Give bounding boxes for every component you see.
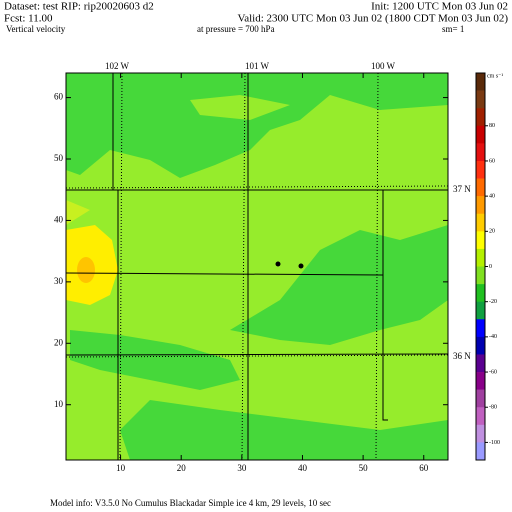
colorbar-band [476, 336, 485, 355]
station-dot [275, 261, 281, 267]
colorbar-tick-label: -100 [489, 440, 500, 446]
boundaries [65, 72, 449, 461]
contour-fill [66, 200, 90, 225]
colorbar-band [476, 73, 485, 91]
x-tick-label: 50 [359, 463, 369, 473]
contour-fill [120, 400, 448, 460]
x-tick-label: 40 [298, 463, 308, 473]
colorbar-band [476, 90, 485, 109]
colorbar-band [476, 389, 485, 408]
longitude-label: 100 W [371, 61, 396, 71]
y-tick-label: 10 [54, 399, 64, 409]
colorbar-band [476, 266, 485, 285]
contour-fill [230, 225, 448, 345]
colorbar-unit: cm s⁻¹ [487, 73, 503, 79]
station-dot [298, 263, 304, 269]
y-tick-label: 20 [54, 337, 64, 347]
colorbar-tick-label: 40 [489, 194, 495, 200]
footer: Model info: V3.5.0 No Cumulus Blackadar … [50, 498, 331, 508]
colorbar-tick-label: 80 [489, 123, 495, 129]
colorbar-tick-label: 60 [489, 158, 495, 164]
init-label: Init: 1200 UTC Mon 03 Jun 02 [371, 1, 508, 13]
colorbar-band [476, 248, 485, 267]
pressure-label: at pressure = 700 hPa [197, 24, 275, 34]
colorbar-tick-label: -20 [489, 299, 497, 305]
plot-frame [65, 72, 449, 461]
colorbar-tick-label: -80 [489, 405, 497, 411]
colorbar-band [476, 160, 485, 179]
contour-fill [66, 73, 448, 178]
longitude-label: 102 W [105, 61, 130, 71]
colorbar-tick-label: 0 [489, 264, 492, 270]
y-tick-label: 60 [54, 92, 64, 102]
x-tick-label: 30 [237, 463, 247, 473]
contour-fill [70, 330, 240, 390]
fcst-label: Fcst: 11.00 [4, 13, 53, 25]
colorbar-band [476, 284, 485, 302]
contour-field [66, 73, 448, 460]
colorbar-band [476, 196, 485, 215]
colorbar-band [476, 231, 485, 250]
y-tick-label: 40 [54, 214, 64, 224]
colorbar-band [476, 213, 485, 232]
colorbar-band [476, 319, 485, 338]
valid-label: Valid: 2300 UTC Mon 03 Jun 02 (1800 CDT … [237, 13, 508, 25]
colorbar-band [476, 125, 485, 144]
dataset-label: Dataset: test RIP: rip20020603 d2 [4, 1, 154, 13]
colorbar-band [476, 407, 485, 426]
colorbar-band [476, 354, 485, 373]
x-tick-label: 10 [116, 463, 126, 473]
y-tick-label: 30 [54, 276, 64, 286]
colorbar-band [476, 178, 485, 197]
colorbar-band [476, 442, 485, 461]
border-line [382, 190, 388, 421]
colorbar-tick-label: -60 [489, 369, 497, 375]
colorbar-band [476, 301, 485, 320]
colorbar-tick-label: -40 [489, 334, 497, 340]
contour-fill [190, 95, 290, 120]
colorbar-band [476, 424, 485, 443]
smoothing-label: sm= 1 [442, 24, 464, 34]
latitude-label: 36 N [453, 351, 471, 361]
latitude-line [65, 185, 449, 358]
colorbar-tick-label: 20 [489, 229, 495, 235]
colorbar-band [476, 108, 485, 127]
x-tick-label: 20 [177, 463, 187, 473]
y-tick-label: 50 [54, 153, 64, 163]
colorbar-band [476, 372, 485, 390]
field-label: Vertical velocity [6, 24, 66, 34]
contour-fill [77, 257, 95, 283]
latitude-label: 37 N [453, 184, 471, 194]
border-line [65, 353, 449, 356]
border-line [65, 272, 384, 276]
colorbar-band [476, 143, 485, 162]
x-tick-label: 60 [419, 463, 429, 473]
longitude-label: 101 W [245, 61, 270, 71]
